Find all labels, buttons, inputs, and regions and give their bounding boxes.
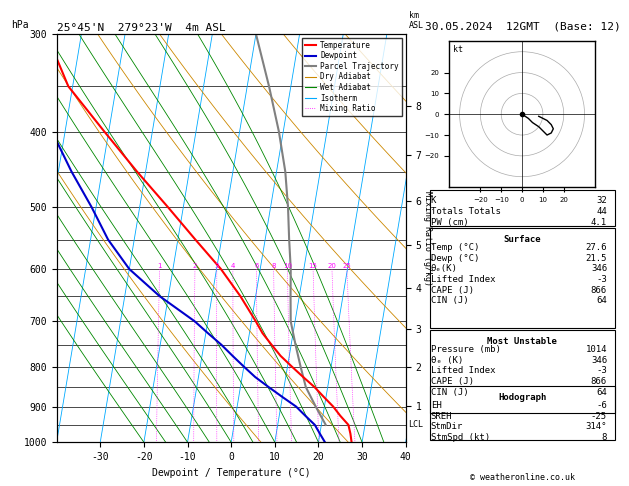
X-axis label: Dewpoint / Temperature (°C): Dewpoint / Temperature (°C) [152,468,311,478]
Text: 866: 866 [591,286,607,295]
Text: 27.6: 27.6 [586,243,607,252]
Text: 21.5: 21.5 [586,254,607,263]
Text: 314°: 314° [586,422,607,432]
Legend: Temperature, Dewpoint, Parcel Trajectory, Dry Adiabat, Wet Adiabat, Isotherm, Mi: Temperature, Dewpoint, Parcel Trajectory… [302,38,402,116]
Text: 346: 346 [591,264,607,274]
Text: 2: 2 [192,263,197,269]
Text: CIN (J): CIN (J) [431,388,469,397]
Text: kt: kt [454,45,464,54]
Text: 25°45'N  279°23'W  4m ASL: 25°45'N 279°23'W 4m ASL [57,23,225,33]
Text: StmSpd (kt): StmSpd (kt) [431,433,490,442]
Text: K: K [431,196,437,206]
Text: CAPE (J): CAPE (J) [431,286,474,295]
Text: hPa: hPa [11,20,29,30]
Text: Temp (°C): Temp (°C) [431,243,479,252]
Text: Hodograph: Hodograph [498,393,546,402]
Text: 6: 6 [254,263,259,269]
Text: SREH: SREH [431,412,452,421]
Text: 10: 10 [283,263,292,269]
Text: -3: -3 [596,275,607,284]
Text: 3: 3 [214,263,219,269]
Text: 64: 64 [596,296,607,306]
Text: StmDir: StmDir [431,422,463,432]
Text: 866: 866 [591,377,607,386]
Text: CIN (J): CIN (J) [431,296,469,306]
Text: LCL: LCL [408,420,423,429]
Text: 1: 1 [157,263,162,269]
Text: EH: EH [431,401,442,410]
Text: Pressure (mb): Pressure (mb) [431,345,501,354]
Text: θₑ (K): θₑ (K) [431,356,463,365]
Text: PW (cm): PW (cm) [431,218,469,227]
Text: Lifted Index: Lifted Index [431,366,496,376]
Text: 30.05.2024  12GMT  (Base: 12): 30.05.2024 12GMT (Base: 12) [425,22,620,32]
Text: 64: 64 [596,388,607,397]
Text: 4.1: 4.1 [591,218,607,227]
Text: 346: 346 [591,356,607,365]
Text: © weatheronline.co.uk: © weatheronline.co.uk [470,473,574,482]
Y-axis label: Mixing Ratio (g/kg): Mixing Ratio (g/kg) [423,191,432,286]
Text: 32: 32 [596,196,607,206]
Text: km
ASL: km ASL [409,11,424,30]
Text: 1014: 1014 [586,345,607,354]
Text: 25: 25 [343,263,351,269]
Text: Dewp (°C): Dewp (°C) [431,254,479,263]
Text: 4: 4 [231,263,235,269]
Text: θₑ(K): θₑ(K) [431,264,458,274]
Text: 15: 15 [309,263,318,269]
Text: 8: 8 [271,263,276,269]
Text: Lifted Index: Lifted Index [431,275,496,284]
Text: -3: -3 [596,366,607,376]
Text: 8: 8 [601,433,607,442]
Text: -6: -6 [596,401,607,410]
Text: Surface: Surface [503,235,541,244]
Text: -25: -25 [591,412,607,421]
Text: Most Unstable: Most Unstable [487,337,557,346]
Text: 20: 20 [328,263,337,269]
Text: 44: 44 [596,207,607,216]
Text: Totals Totals: Totals Totals [431,207,501,216]
Text: CAPE (J): CAPE (J) [431,377,474,386]
